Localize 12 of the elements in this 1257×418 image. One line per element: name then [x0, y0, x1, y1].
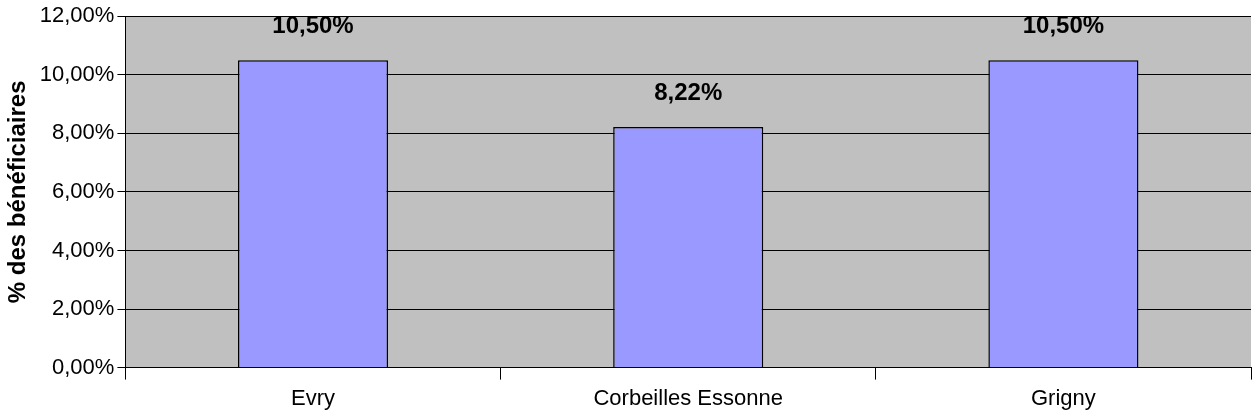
y-tick-label: 6,00% — [52, 177, 115, 203]
y-tick-label: 4,00% — [52, 236, 115, 262]
data-label: 8,22% — [654, 77, 723, 105]
y-tick-label: 8,00% — [52, 119, 115, 145]
y-tick-label: 10,00% — [39, 60, 115, 86]
y-axis-title: % des bénéficiaires — [3, 80, 31, 304]
x-tick-label: Evry — [291, 384, 336, 410]
y-tick-label: 12,00% — [39, 2, 115, 28]
x-tick-label: Grigny — [1031, 384, 1096, 410]
x-tick-label: Corbeilles Essonne — [593, 384, 783, 410]
y-tick-label: 2,00% — [52, 295, 115, 321]
y-tick-label: 0,00% — [52, 353, 115, 379]
